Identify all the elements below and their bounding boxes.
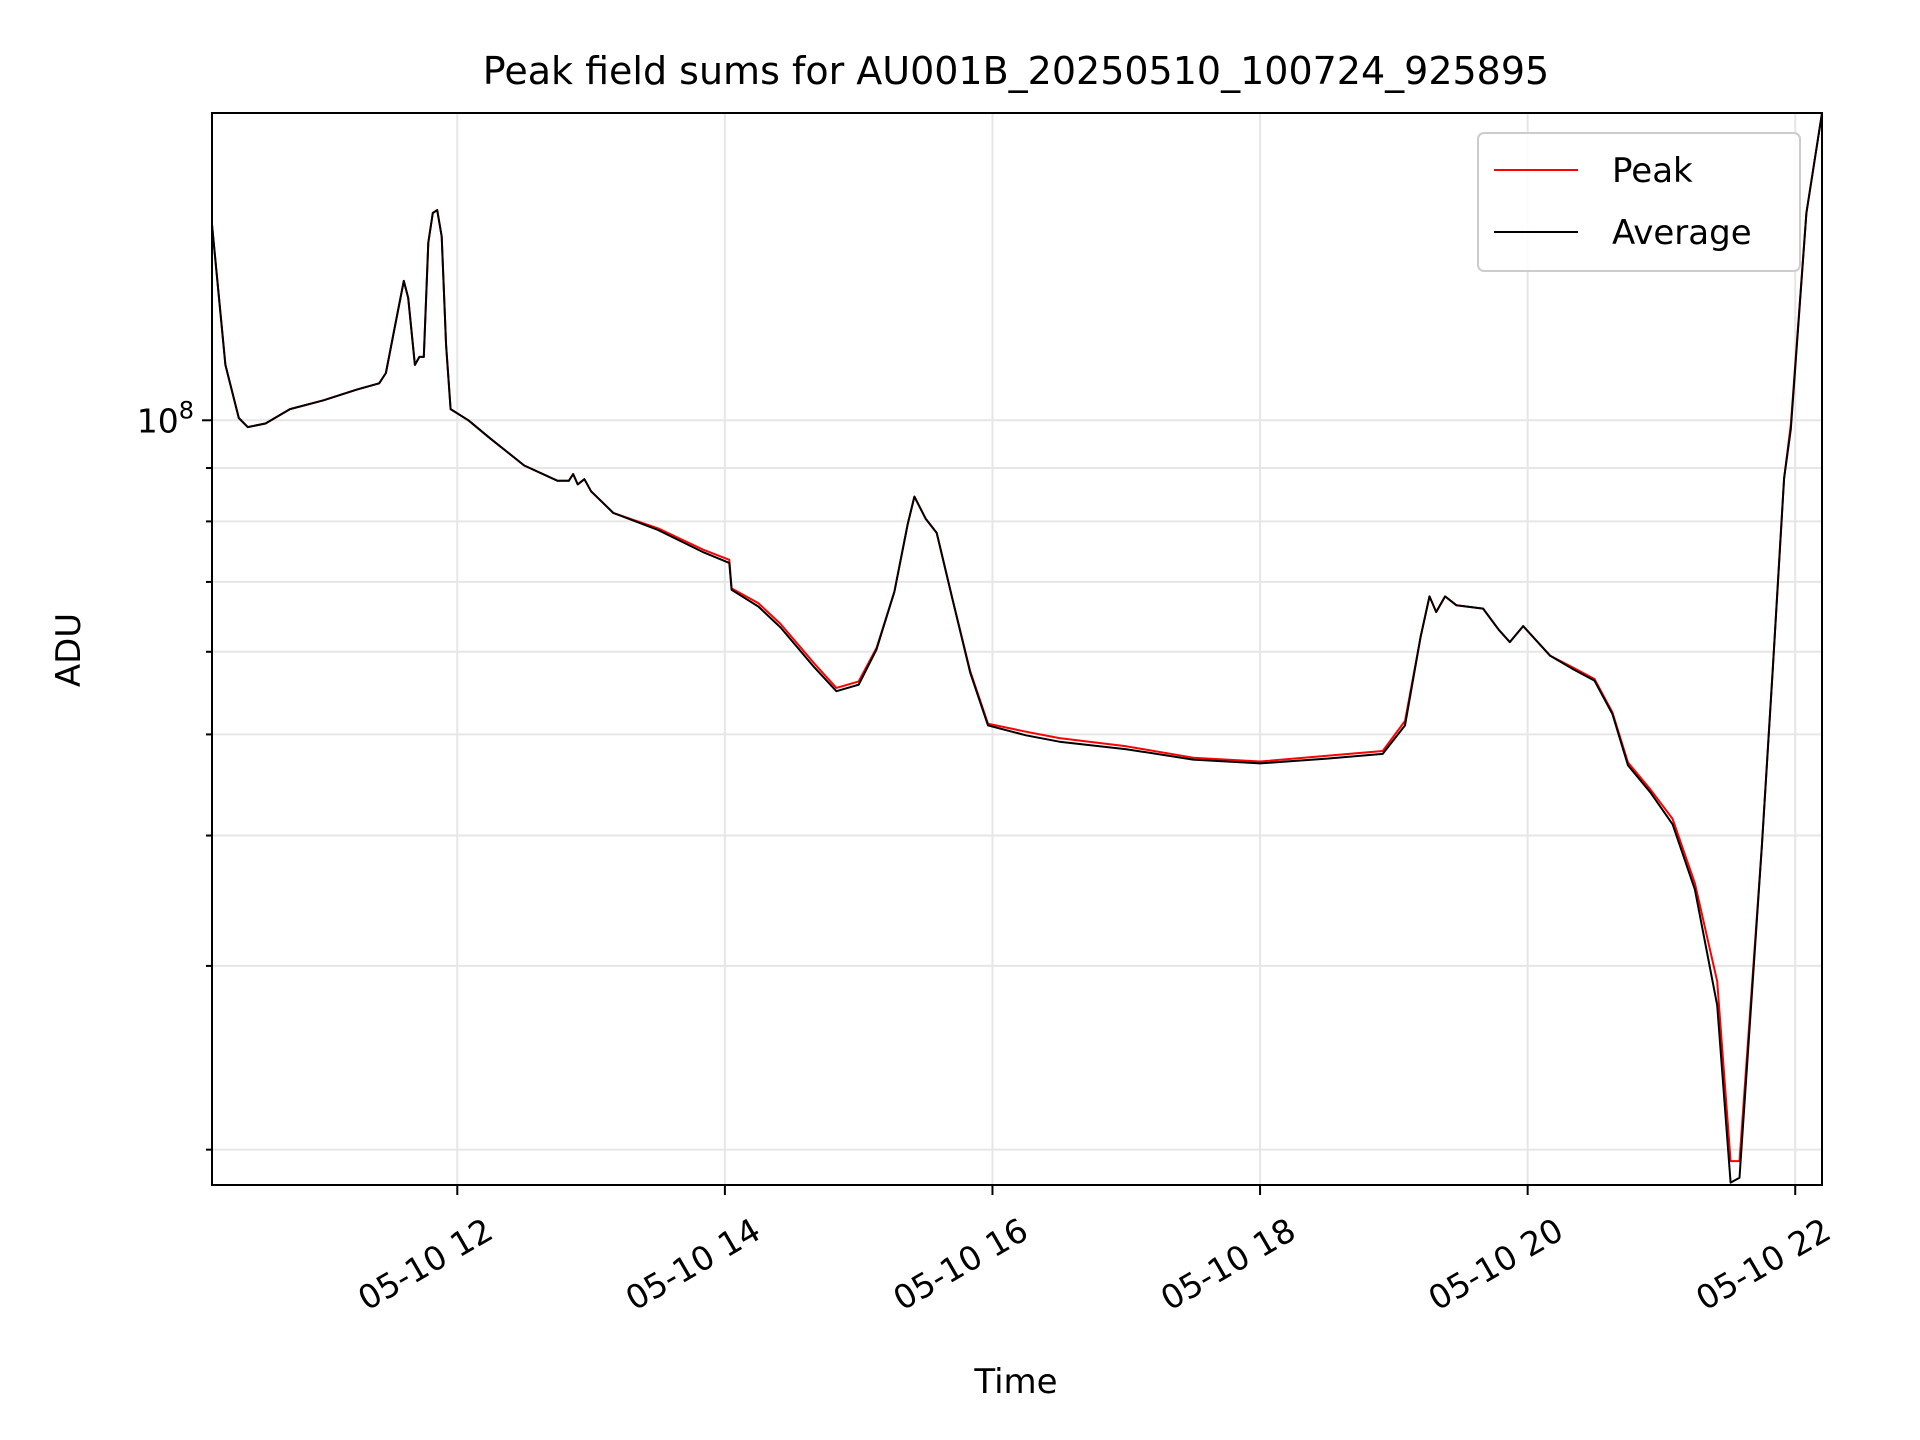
y-tick-label: 108 [137,396,194,440]
legend-box [1477,132,1801,272]
series-line-average [211,112,1823,1184]
legend: Peak Average [1477,132,1801,272]
legend-label-peak: Peak [1612,151,1693,191]
series-layer [211,112,1823,1184]
y-tick-label-base: 10 [137,401,179,440]
chart-title: Peak field sums for AU001B_20250510_1007… [483,49,1549,93]
y-axis-label: ADU [49,613,89,687]
x-axis-label: Time [973,1362,1057,1402]
grid-lines [212,113,1822,1185]
legend-label-average: Average [1612,213,1752,253]
plot-frame [211,112,1823,1186]
y-tick-label-exponent: 8 [179,396,194,424]
